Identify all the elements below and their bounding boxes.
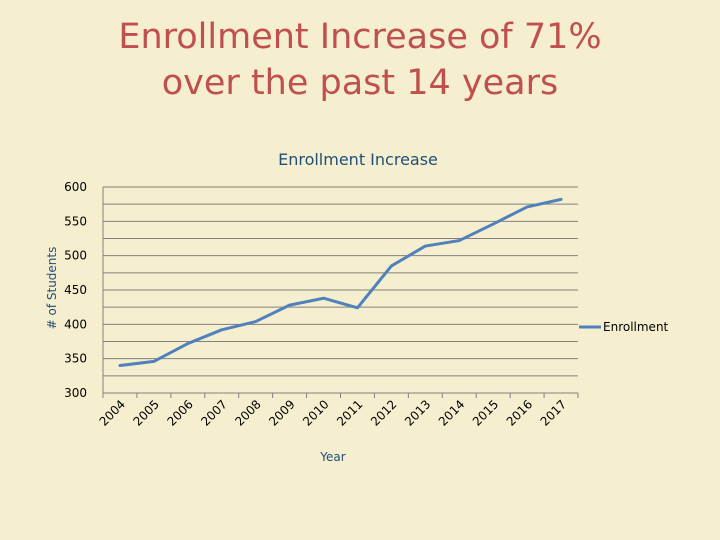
- legend-label: Enrollment: [603, 320, 669, 334]
- legend: Enrollment: [579, 320, 669, 334]
- y-axis-title: # of Students: [45, 247, 59, 330]
- x-tick-label: 2008: [232, 397, 263, 428]
- x-tick-label: 2006: [164, 397, 195, 428]
- y-tick-label: 450: [64, 283, 87, 297]
- x-tick-label: 2009: [266, 397, 297, 428]
- gridlines: [103, 186, 578, 377]
- x-tick-label: 2005: [131, 397, 162, 428]
- y-tick-labels: 300 350 400 450 500 550 600: [64, 180, 87, 400]
- y-tick-label: 400: [64, 317, 87, 331]
- x-tick-label: 2014: [436, 397, 467, 428]
- x-axis-title: Year: [319, 450, 345, 464]
- x-tick-label: 2004: [97, 397, 128, 428]
- x-tick-label: 2017: [538, 397, 569, 428]
- y-tick-label: 500: [64, 249, 87, 263]
- slide-title: Enrollment Increase of 71% over the past…: [0, 14, 720, 106]
- x-tick-label: 2011: [334, 397, 365, 428]
- x-tick-label: 2013: [402, 397, 433, 428]
- x-tick-label: 2012: [368, 397, 399, 428]
- x-tick-label: 2007: [198, 397, 229, 428]
- x-tick-labels: 2004 2005 2006 2007 2008 2009 2010 2011 2012 2013…: [97, 397, 570, 428]
- series-lines: [118, 197, 563, 368]
- y-tick-label: 350: [64, 352, 87, 366]
- x-tick-label: 2010: [300, 397, 331, 428]
- y-tick-label: 600: [64, 180, 87, 194]
- chart-title: Enrollment Increase: [278, 150, 438, 169]
- y-tick-label: 300: [64, 386, 87, 400]
- y-tick-label: 550: [64, 214, 87, 228]
- x-tick-label: 2015: [470, 397, 501, 428]
- axes: [102, 187, 579, 398]
- slide-title-line-2: over the past 14 years: [161, 63, 559, 103]
- series-line-enrollment: [118, 197, 563, 368]
- slide-title-line-1: Enrollment Increase of 71%: [118, 17, 602, 57]
- x-tick-label: 2016: [504, 397, 535, 428]
